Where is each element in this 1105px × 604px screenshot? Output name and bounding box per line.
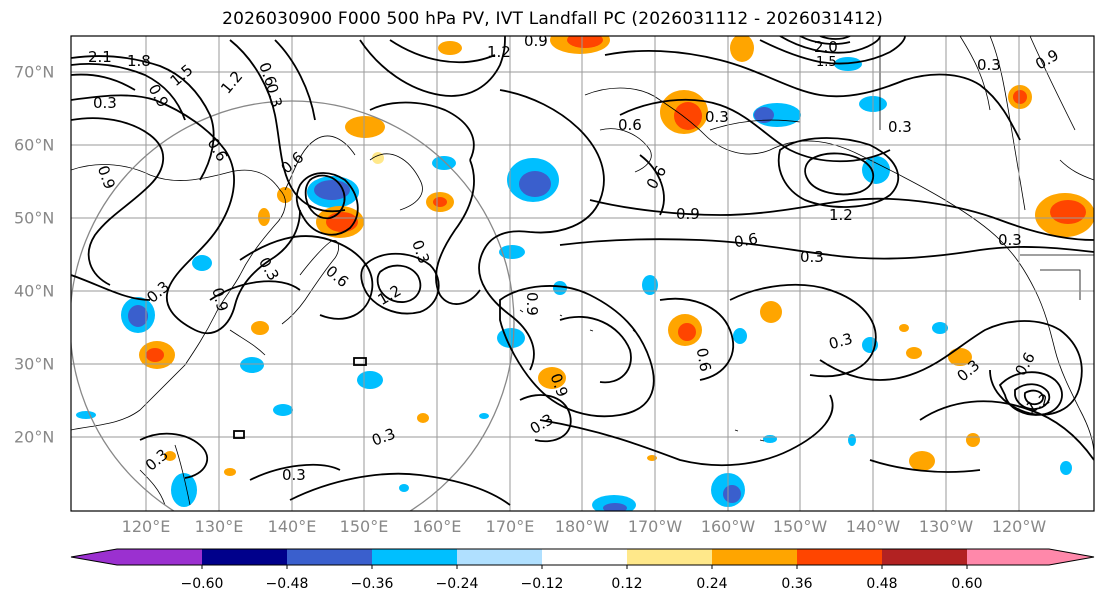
lon-label-130e: 130°E [194,517,244,536]
colorbar-tick-label: 0.60 [951,576,983,592]
pv-contours [71,36,1094,506]
svg-text:0.9: 0.9 [676,205,700,223]
lat-label-60n: 60°N [14,135,55,155]
contour-fragments [233,357,367,439]
svg-text:0.3: 0.3 [998,231,1022,249]
svg-text:0.3: 0.3 [705,108,729,126]
lat-label-50n: 50°N [14,208,55,228]
colorbar-tick-label: 0.24 [696,576,728,592]
reference-circle [71,100,515,511]
lat-label-30n: 30°N [14,354,55,374]
colorbar-tick-label: 0.48 [866,576,898,592]
colorbar-extend-high [1049,549,1094,565]
colorbar [70,548,1095,569]
svg-text:2.1: 2.1 [88,48,112,66]
svg-text:0.6: 0.6 [618,116,642,134]
lon-label-120e: 120°E [121,517,171,536]
colorbar-tick-label: −0.12 [520,576,564,592]
svg-text:0.3: 0.3 [262,82,286,110]
svg-text:0.3: 0.3 [888,118,912,136]
svg-text:0.9: 0.9 [523,292,541,316]
colorbar-tick-label: −0.36 [350,576,394,592]
svg-text:0.6: 0.6 [733,229,760,251]
svg-text:0.3: 0.3 [800,248,824,266]
map-frame [70,35,1095,512]
lat-label-70n: 70°N [14,62,55,82]
lat-label-40n: 40°N [14,281,55,301]
lon-label-160w: 160°W [700,517,756,536]
svg-text:1.2: 1.2 [829,206,853,224]
map-title: 2026030900 F000 500 hPa PV, IVT Landfall… [222,9,883,29]
svg-text:0.3: 0.3 [977,56,1001,74]
colorbar-tick-label: −0.24 [435,576,479,592]
svg-text:0.9: 0.9 [208,286,232,314]
lon-label-170e: 170°E [485,517,535,536]
lat-lon-grid [71,36,1094,511]
colorbar-tick-label: −0.48 [265,576,309,592]
lon-label-180w: 180°W [554,517,610,536]
svg-text:0.3: 0.3 [93,94,117,112]
svg-text:2.0: 2.0 [814,38,838,56]
lon-label-150w: 150°W [772,517,828,536]
colorbar-tick-label: 0.36 [781,576,813,592]
svg-text:0.9: 0.9 [524,32,548,50]
lon-label-140w: 140°W [845,517,901,536]
colorbar-extend-low [71,549,117,565]
colorbar-tick-label: 0.12 [611,576,643,592]
svg-text:0.3: 0.3 [827,330,855,354]
lon-label-130w: 130°W [918,517,974,536]
svg-text:1.8: 1.8 [127,52,151,70]
svg-text:0.6: 0.6 [693,346,715,373]
lon-label-120w: 120°W [991,517,1047,536]
lon-label-150e: 150°E [339,517,389,536]
lon-label-160e: 160°E [412,517,462,536]
lon-label-170w: 170°W [627,517,683,536]
colorbar-tick-label: −0.60 [180,576,224,592]
lon-label-140e: 140°E [267,517,317,536]
svg-text:0.3: 0.3 [282,466,306,484]
lat-label-20n: 20°N [14,427,55,447]
svg-text:1.5: 1.5 [816,55,837,70]
svg-text:1.2: 1.2 [487,43,511,61]
